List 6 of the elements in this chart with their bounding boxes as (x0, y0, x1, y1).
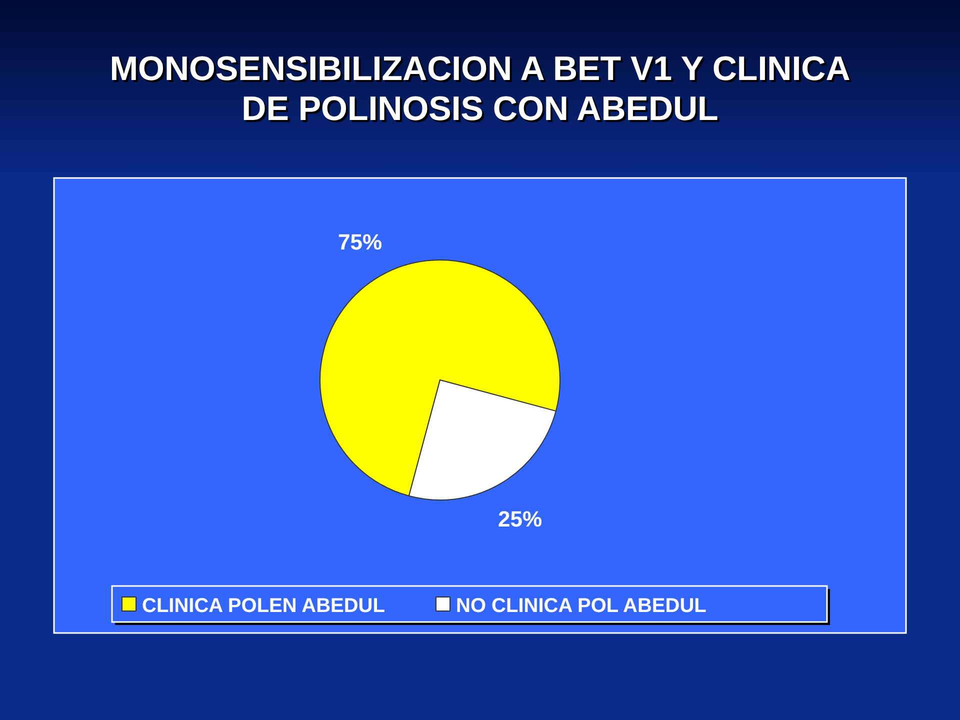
legend-label: NO CLINICA POL ABEDUL (456, 595, 706, 617)
data-label: 25% (498, 506, 542, 532)
legend-label: CLINICA POLEN ABEDUL (142, 595, 385, 617)
chart-title: MONOSENSIBILIZACION A BET V1 Y CLINICA DE POLINOSIS CON ABEDUL (110, 50, 850, 130)
pie-slice (320, 260, 560, 496)
data-label: 75% (338, 229, 382, 254)
